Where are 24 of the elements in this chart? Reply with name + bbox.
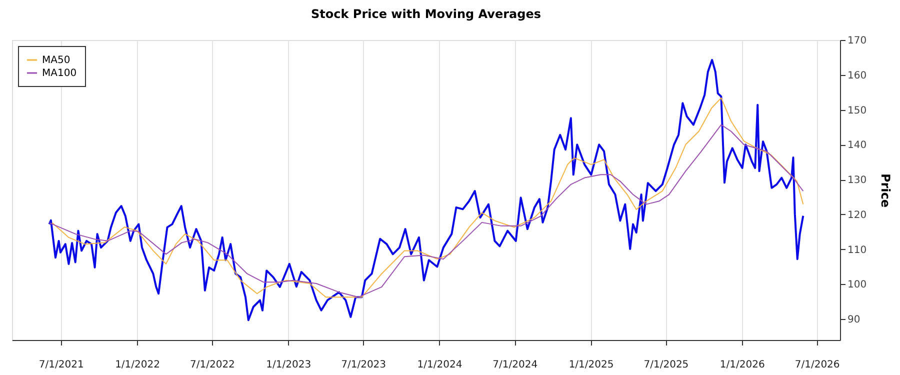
y-tick-label: 100 xyxy=(848,280,867,291)
y-tick-label: 150 xyxy=(848,105,867,116)
y-tick-label: 90 xyxy=(848,314,860,326)
x-tick-label: 7/1/2025 xyxy=(644,360,689,370)
y-tick-label: 160 xyxy=(848,70,867,82)
y-tick-label: 130 xyxy=(848,175,867,186)
x-tick-label: 7/1/2026 xyxy=(794,360,840,370)
x-tick-label: 7/1/2023 xyxy=(341,360,386,370)
x-tick-label: 7/1/2022 xyxy=(190,360,235,370)
x-tick-label: 1/1/2026 xyxy=(720,360,765,370)
x-tick-label: 7/1/2021 xyxy=(38,360,84,370)
y-tick-label: 120 xyxy=(848,210,867,221)
y-tick-label: 170 xyxy=(848,36,867,46)
legend-label: MA50 xyxy=(42,55,70,66)
x-tick-label: 1/1/2023 xyxy=(266,360,312,370)
y-axis-title: Price xyxy=(878,173,893,208)
legend-label: MA100 xyxy=(42,68,77,79)
x-tick-label: 1/1/2024 xyxy=(417,360,462,370)
y-tick-label: 110 xyxy=(848,244,867,256)
x-tick-label: 1/1/2025 xyxy=(568,360,614,370)
x-tick-label: 1/1/2022 xyxy=(115,360,160,370)
y-tick-label: 140 xyxy=(848,140,867,152)
chart-title: Stock Price with Moving Averages xyxy=(311,7,541,21)
x-tick-label: 7/1/2024 xyxy=(492,360,538,370)
